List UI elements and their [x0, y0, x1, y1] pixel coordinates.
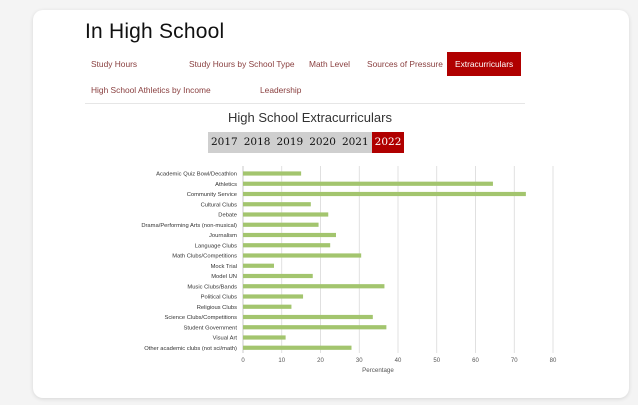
tab-sources-of-pressure[interactable]: Sources of Pressure	[367, 59, 443, 69]
category-label: Community Service	[187, 192, 237, 198]
bar	[243, 222, 319, 227]
bar	[243, 335, 286, 340]
bar	[243, 304, 292, 309]
tabs-divider	[85, 103, 525, 104]
category-label: Science Clubs/Competitions	[165, 315, 238, 321]
chart-title: High School Extracurriculars	[227, 110, 392, 125]
year-button-2018[interactable]: 2018	[243, 136, 271, 148]
tab-math-level[interactable]: Math Level	[309, 59, 350, 69]
bars	[243, 171, 526, 350]
x-tick-label: 80	[550, 358, 557, 364]
x-tick-label: 60	[472, 358, 479, 364]
bar	[243, 325, 387, 330]
tab-extracurriculars[interactable]: Extracurriculars	[447, 52, 521, 76]
bar	[243, 243, 331, 248]
bar	[243, 171, 302, 176]
bar	[243, 345, 352, 350]
bar	[243, 191, 526, 197]
year-button-2019[interactable]: 2019	[276, 136, 304, 148]
x-tick-label: 30	[356, 358, 363, 364]
category-label: Drama/Performing Arts (non-musical)	[141, 223, 237, 229]
bar	[243, 202, 311, 207]
gridlines	[242, 166, 554, 353]
year-button-2021[interactable]: 2021	[341, 136, 369, 148]
year-button-2017[interactable]: 2017	[211, 136, 238, 148]
tab-high-school-athletics-by-income[interactable]: High School Athletics by Income	[91, 85, 211, 95]
bar	[243, 212, 329, 217]
category-label: Music Clubs/Bands	[187, 284, 237, 290]
bar	[243, 253, 362, 258]
category-label: Athletics	[215, 182, 237, 188]
year-button-2022[interactable]: 2022	[371, 132, 405, 153]
category-label: Math Clubs/Competitions	[172, 254, 237, 260]
bar	[243, 263, 274, 268]
content-card	[33, 10, 629, 398]
bar	[243, 284, 385, 289]
bar	[243, 314, 373, 320]
tab-study-hours-by-school-type[interactable]: Study Hours by School Type	[189, 59, 295, 69]
bar	[243, 273, 313, 279]
x-tick-label: 20	[317, 358, 324, 364]
year-button-2020[interactable]: 2020	[309, 136, 336, 148]
bar	[243, 232, 336, 238]
category-label: Mock Trial	[211, 264, 237, 270]
category-label: Political Clubs	[201, 295, 238, 301]
bar	[243, 294, 304, 299]
x-tick-label: 10	[278, 358, 285, 364]
category-label: Student Government	[184, 325, 238, 331]
x-tick-label: 70	[511, 358, 518, 364]
year-selector: 2017 2018 2019 2020 2021 2022	[208, 132, 405, 153]
bar	[243, 181, 493, 186]
category-label: Other academic clubs (not sci/math)	[144, 346, 237, 352]
category-label: Model UN	[211, 274, 237, 280]
x-tick-label: 0	[241, 358, 245, 364]
x-tick-label: 40	[395, 358, 402, 364]
category-label: Academic Quiz Bowl/Decathlon	[156, 172, 237, 178]
x-tick-label: 50	[433, 358, 440, 364]
tab-leadership[interactable]: Leadership	[260, 85, 302, 95]
x-axis-ticks: 0 10 20 30 40 50 60 70 80	[241, 358, 557, 364]
category-label: Debate	[218, 213, 237, 219]
page-title: In High School	[85, 20, 225, 43]
category-label: Language Clubs	[195, 243, 237, 249]
x-axis-label: Percentage	[362, 367, 394, 374]
category-label: Visual Art	[213, 336, 238, 342]
category-label: Cultural Clubs	[201, 202, 238, 208]
category-label: Religious Clubs	[197, 305, 237, 311]
category-labels: Academic Quiz Bowl/Decathlon Athletics Com…	[141, 172, 237, 352]
category-label: Journalism	[209, 233, 237, 239]
tab-study-hours[interactable]: Study Hours	[91, 59, 138, 69]
